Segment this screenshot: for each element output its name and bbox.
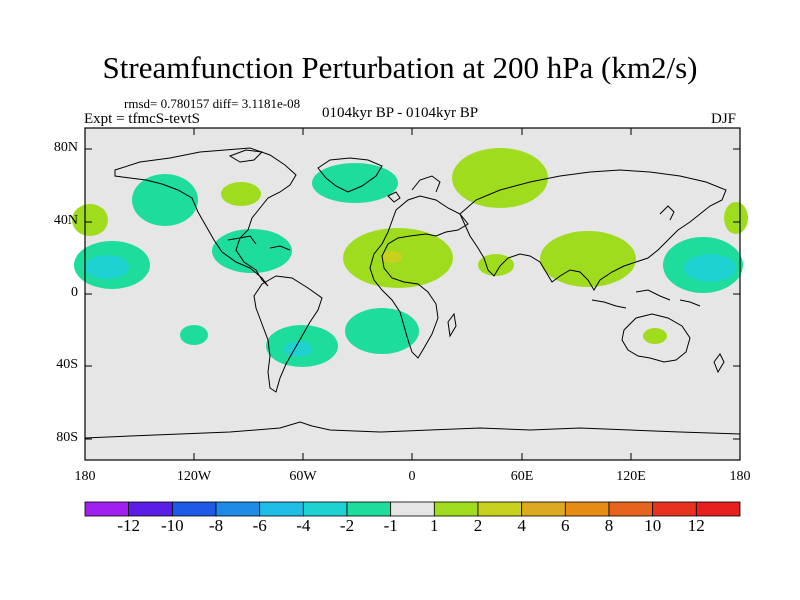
- colorbar-label-0: -12: [117, 516, 141, 535]
- experiment-label: Expt = tfmcS-tevtS: [84, 111, 200, 127]
- period-label: 0104kyr BP - 0104kyr BP: [322, 105, 479, 121]
- colorbar-label-8: 2: [473, 516, 483, 535]
- lat-tick-40s: 40S: [56, 357, 78, 372]
- contour-arabia: [478, 254, 514, 276]
- axis-ticks: [85, 128, 740, 460]
- coast-new-zealand: [713, 353, 725, 374]
- season-label: DJF: [711, 111, 737, 127]
- coast-madagascar: [447, 312, 457, 338]
- colorbar-label-11: 8: [604, 516, 614, 535]
- colorbar-box-8: [433, 501, 479, 517]
- coast-new-guinea: [679, 299, 701, 307]
- contour-north-pacific: [132, 174, 198, 226]
- stats-label: rmsd= 0.780157 diff= 3.1181e-08: [124, 96, 301, 111]
- contour-australia: [643, 328, 667, 344]
- colorbar-box-11: [564, 501, 610, 517]
- colorbar-box-1: [128, 501, 173, 517]
- coast-arctic-islands: [228, 149, 264, 163]
- lon-tick-120e: 120E: [616, 469, 646, 484]
- lat-tick-80s: 80S: [56, 430, 78, 445]
- colorbar-label-2: -8: [208, 516, 224, 535]
- colorbar-label-4: -4: [296, 516, 311, 535]
- contour-indochina: [540, 231, 636, 287]
- coast-asia: [459, 169, 727, 291]
- colorbar-box-4: [259, 501, 304, 517]
- colorbar-label-6: -1: [383, 516, 398, 535]
- contour-fills: [72, 148, 748, 367]
- coast-japan: [659, 205, 675, 221]
- colorbar-label-10: 6: [561, 516, 570, 535]
- lon-tick-0: 0: [408, 469, 416, 484]
- colorbar-box-5: [302, 501, 348, 517]
- lon-tick-120w: 120W: [176, 469, 212, 484]
- colorbar-label-1: -10: [160, 516, 184, 535]
- colorbar-box-10: [521, 501, 566, 517]
- coast-north-america: [114, 147, 297, 287]
- lon-tick-60w: 60W: [289, 469, 317, 484]
- coast-europe-africa: [369, 195, 469, 359]
- coast-britain: [387, 191, 401, 203]
- colorbar-box-12: [608, 501, 654, 517]
- lat-tick-0: 0: [71, 285, 78, 300]
- coast-south-america: [253, 275, 323, 393]
- colorbar-label-9: 4: [517, 516, 526, 535]
- colorbar-box-3: [215, 501, 261, 517]
- plot-title: Streamfunction Perturbation at 200 hPa (…: [102, 50, 698, 85]
- colorbar-label-5: -2: [339, 516, 355, 535]
- contour-greenland: [312, 163, 398, 203]
- colorbar-box-7: [390, 501, 435, 517]
- contour-tropical-pacific-west-core: [85, 255, 129, 279]
- coast-antarctica: [84, 421, 741, 439]
- colorbar-box-6: [346, 501, 392, 517]
- contour-south-america-core: [284, 341, 312, 357]
- lat-tick-40n: 40N: [53, 213, 78, 228]
- coast-greenland: [317, 157, 383, 193]
- lon-tick-180w: 180: [74, 469, 96, 484]
- contour-africa-core: [382, 251, 402, 263]
- colorbar-label-7: 1: [430, 516, 439, 535]
- contour-west-edge: [72, 204, 108, 236]
- coast-indonesia-1: [591, 299, 627, 309]
- contour-east-edge: [724, 202, 748, 234]
- colorbar-label-12: 10: [644, 516, 662, 535]
- coast-gulf: [227, 235, 257, 245]
- coastlines: [84, 147, 741, 439]
- colorbar-box-13: [652, 501, 697, 517]
- colorbar-box-9: [477, 501, 523, 517]
- coast-indonesia-2: [635, 289, 671, 301]
- contour-south-pacific: [180, 325, 208, 345]
- coast-australia: [621, 313, 691, 363]
- lat-tick-80n: 80N: [53, 140, 78, 155]
- contour-tropical-pacific-east-core: [684, 254, 736, 282]
- lon-tick-180e: 180: [729, 469, 751, 484]
- colorbar: [84, 501, 741, 517]
- map-background: [85, 128, 740, 460]
- colorbar-label-3: -6: [252, 516, 267, 535]
- colorbar-box-0: [84, 501, 130, 517]
- lon-tick-60e: 60E: [510, 469, 534, 484]
- contour-siberia: [452, 148, 548, 208]
- coast-scandinavia: [411, 175, 441, 193]
- contour-north-america: [221, 182, 261, 206]
- contour-south-atlantic: [345, 308, 419, 354]
- colorbar-box-2: [171, 501, 217, 517]
- coast-caribbean: [269, 245, 291, 251]
- colorbar-label-13: 12: [687, 516, 705, 535]
- colorbar-box-14: [695, 501, 741, 517]
- contour-gulf: [212, 229, 292, 273]
